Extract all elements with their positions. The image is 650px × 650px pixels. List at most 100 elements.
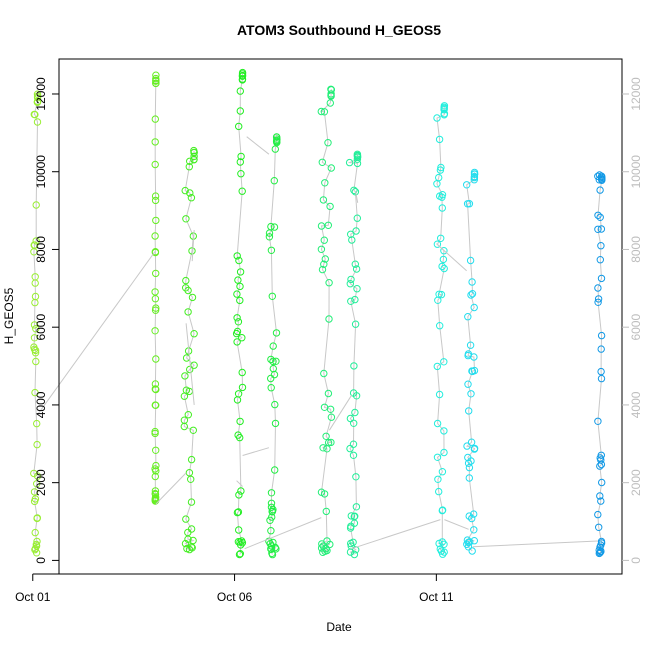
- data-point: [186, 189, 194, 197]
- transition-line: [236, 480, 243, 487]
- data-point: [187, 194, 196, 202]
- x-tick-label: Oct 11: [419, 590, 454, 604]
- data-point: [594, 284, 602, 292]
- transition-line: [244, 517, 322, 550]
- data-point: [327, 85, 335, 94]
- transition-line: [185, 323, 195, 405]
- data-point: [182, 284, 190, 292]
- data-point: [236, 296, 244, 305]
- right-y-tick-label: 8000: [629, 236, 643, 263]
- data-point: [470, 526, 478, 534]
- data-point: [185, 469, 194, 477]
- data-point: [594, 295, 603, 303]
- data-point: [234, 508, 243, 516]
- transition-line: [436, 243, 467, 272]
- data-point: [152, 74, 160, 83]
- data-point: [437, 163, 445, 172]
- data-point: [181, 372, 189, 380]
- data-point: [464, 380, 472, 388]
- right-y-tick-label: 6000: [629, 314, 643, 341]
- data-point: [238, 68, 247, 77]
- plot-area: [30, 68, 606, 559]
- data-point: [436, 166, 445, 174]
- transition-line: [472, 540, 598, 548]
- data-point: [151, 401, 160, 409]
- transition-line: [355, 191, 359, 203]
- data-point: [465, 463, 474, 472]
- profile-connector: [436, 105, 445, 555]
- data-point: [597, 242, 605, 250]
- data-point: [323, 537, 331, 545]
- data-point: [234, 390, 243, 398]
- data-point: [324, 438, 333, 447]
- data-point: [594, 298, 602, 306]
- data-point: [30, 321, 39, 329]
- data-point: [317, 245, 326, 254]
- data-point: [594, 211, 602, 220]
- data-point: [151, 192, 160, 200]
- transition-line: [37, 251, 156, 415]
- data-point: [463, 442, 471, 450]
- data-point: [152, 461, 160, 470]
- data-point: [470, 172, 479, 181]
- data-point: [470, 176, 478, 184]
- data-point: [31, 273, 39, 281]
- profile-series: [463, 168, 479, 555]
- right-y-tick-label: 12000: [629, 77, 643, 111]
- data-point: [465, 200, 474, 208]
- data-point: [186, 157, 194, 166]
- data-point: [438, 468, 447, 476]
- data-point: [267, 355, 275, 364]
- data-point: [30, 343, 38, 351]
- data-point: [596, 186, 604, 194]
- data-point: [152, 446, 160, 454]
- data-point: [324, 389, 333, 398]
- data-point: [151, 385, 160, 393]
- data-point: [30, 334, 39, 342]
- data-point: [269, 364, 277, 373]
- data-point: [326, 202, 334, 211]
- data-point: [594, 225, 602, 234]
- data-point: [325, 315, 333, 323]
- data-point: [597, 497, 605, 505]
- profile-connector: [235, 72, 244, 555]
- data-point: [272, 329, 281, 337]
- data-point: [30, 488, 39, 496]
- data-point: [464, 453, 472, 462]
- data-point: [470, 303, 478, 312]
- data-point: [594, 417, 602, 425]
- data-point: [597, 345, 605, 353]
- data-point: [319, 196, 328, 204]
- data-point: [464, 313, 472, 321]
- data-point: [353, 150, 362, 159]
- data-point: [319, 444, 327, 452]
- data-point: [346, 414, 355, 423]
- data-point: [597, 367, 605, 376]
- data-point: [151, 427, 159, 436]
- data-point: [235, 491, 243, 499]
- data-point: [436, 545, 444, 553]
- data-point: [437, 234, 445, 243]
- chart-title: ATOM3 Southbound H_GEOS5: [237, 22, 441, 38]
- data-point: [439, 255, 448, 264]
- data-point: [463, 536, 472, 544]
- right-y-tick-label: 10000: [629, 155, 643, 189]
- data-point: [235, 550, 244, 559]
- data-point: [182, 215, 190, 223]
- data-point: [347, 275, 355, 284]
- data-point: [435, 390, 444, 399]
- data-point: [596, 213, 604, 222]
- data-point: [351, 512, 359, 520]
- data-point: [351, 320, 360, 328]
- data-point: [236, 87, 245, 95]
- data-point: [269, 342, 277, 350]
- data-point: [324, 221, 332, 230]
- data-point: [185, 163, 194, 171]
- transition-line: [155, 472, 187, 505]
- data-point: [32, 201, 40, 209]
- data-point: [267, 246, 276, 255]
- data-point: [470, 537, 478, 545]
- data-point: [326, 99, 334, 107]
- data-point: [265, 233, 274, 241]
- data-point: [236, 282, 244, 291]
